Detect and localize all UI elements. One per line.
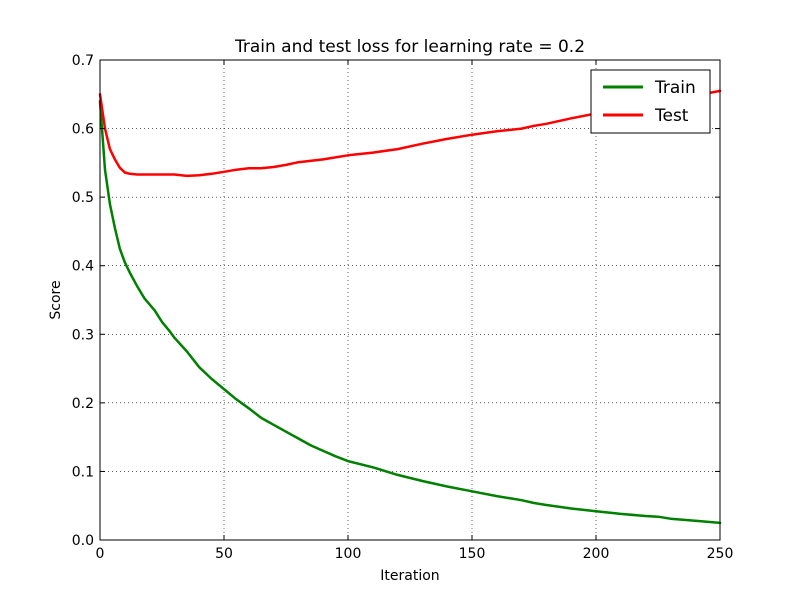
series-line-test [98,89,722,178]
plot-frame [99,59,721,541]
chart-title: Train and test loss for learning rate = … [234,37,585,57]
y-tick-label: 0.3 [72,327,94,343]
axis-ticks: 0 50 100 150 200 250 0.0 0.1 0.2 0.3 0.4 0.5 0.6 0.7 [72,53,734,562]
legend-label-test: Test [654,106,689,126]
y-tick-label: 0.0 [72,533,94,549]
x-tick-label: 200 [583,546,610,562]
legend: Train Test [590,69,711,134]
x-axis-title: Iteration [380,568,439,584]
x-tick-label: 150 [459,546,486,562]
legend-frame [590,69,711,134]
x-tick-label: 0 [96,546,105,562]
y-tick-label: 0.2 [72,396,94,412]
x-tick-label: 250 [707,546,734,562]
legend-label-train: Train [654,78,696,98]
y-tick-label: 0.7 [72,53,94,69]
y-tick-label: 0.6 [72,122,94,138]
x-tick-label: 100 [335,546,362,562]
series-line-train [98,99,722,525]
series-layer [98,89,722,525]
y-tick-label: 0.4 [72,259,94,275]
y-axis-title: Score [48,280,64,319]
y-tick-label: 0.5 [72,190,94,206]
x-tick-label: 50 [215,546,233,562]
y-tick-label: 0.1 [72,464,94,480]
